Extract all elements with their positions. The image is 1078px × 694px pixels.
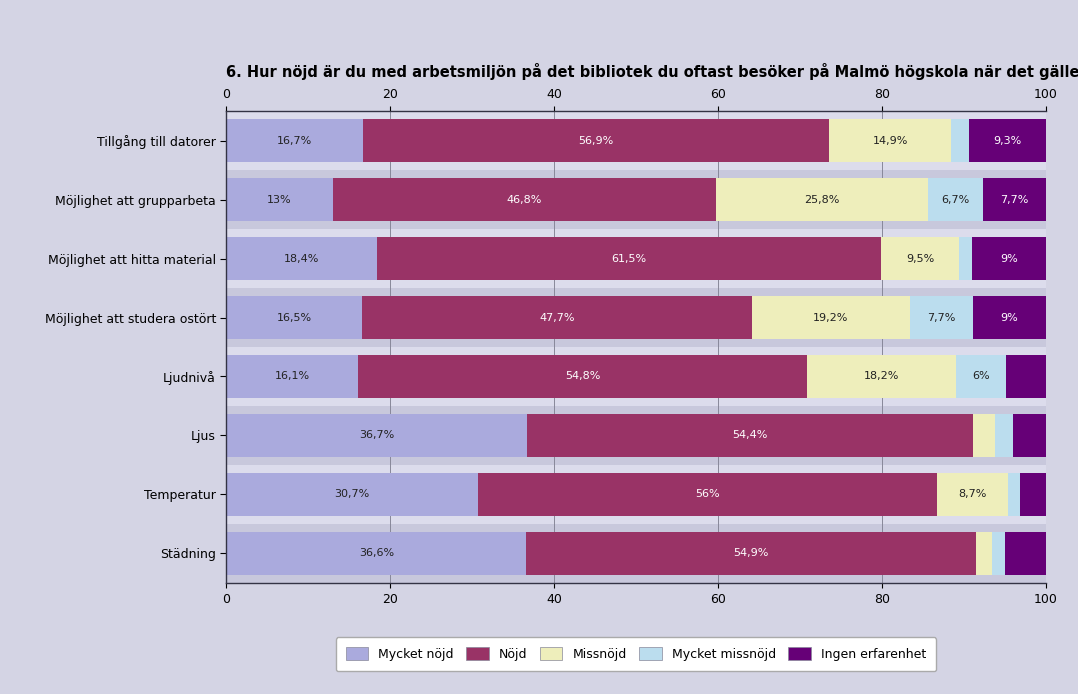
Text: 9,5%: 9,5% bbox=[906, 253, 934, 264]
Text: 54,9%: 54,9% bbox=[733, 548, 769, 559]
Text: 13%: 13% bbox=[267, 194, 292, 205]
Text: 56,9%: 56,9% bbox=[579, 135, 613, 146]
Bar bbox=[358, 355, 807, 398]
Text: 9,3%: 9,3% bbox=[994, 135, 1022, 146]
Text: 7,7%: 7,7% bbox=[1000, 194, 1028, 205]
Bar bbox=[972, 414, 995, 457]
Text: 19,2%: 19,2% bbox=[813, 312, 848, 323]
Text: 36,6%: 36,6% bbox=[359, 548, 393, 559]
Bar bbox=[226, 347, 1046, 406]
Bar bbox=[995, 414, 1013, 457]
Text: 30,7%: 30,7% bbox=[334, 489, 370, 500]
Text: 9%: 9% bbox=[1000, 253, 1018, 264]
Bar bbox=[993, 532, 1005, 575]
Text: 6,7%: 6,7% bbox=[941, 194, 969, 205]
Bar bbox=[226, 524, 1046, 583]
Bar bbox=[363, 119, 829, 162]
Bar bbox=[226, 178, 333, 221]
Bar bbox=[976, 532, 993, 575]
Bar bbox=[1006, 355, 1046, 398]
Bar bbox=[226, 406, 1046, 465]
Bar bbox=[1013, 414, 1046, 457]
Bar bbox=[226, 465, 1046, 524]
Bar bbox=[226, 288, 1046, 347]
Bar bbox=[958, 237, 972, 280]
Bar bbox=[1020, 473, 1046, 516]
Text: 6%: 6% bbox=[972, 371, 990, 382]
Text: 56%: 56% bbox=[695, 489, 720, 500]
Text: 16,7%: 16,7% bbox=[277, 135, 313, 146]
Bar bbox=[952, 119, 969, 162]
Text: 54,4%: 54,4% bbox=[732, 430, 768, 441]
Text: 36,7%: 36,7% bbox=[359, 430, 395, 441]
Bar bbox=[1008, 473, 1020, 516]
Bar bbox=[969, 119, 1046, 162]
Bar bbox=[928, 178, 982, 221]
Bar bbox=[226, 119, 363, 162]
Text: 18,4%: 18,4% bbox=[285, 253, 319, 264]
Text: 16,1%: 16,1% bbox=[275, 371, 309, 382]
Text: 7,7%: 7,7% bbox=[927, 312, 955, 323]
Text: 25,8%: 25,8% bbox=[804, 194, 840, 205]
Text: 18,2%: 18,2% bbox=[865, 371, 899, 382]
Bar bbox=[526, 532, 976, 575]
Bar bbox=[1005, 532, 1046, 575]
Bar bbox=[226, 473, 478, 516]
Legend: Mycket nöjd, Nöjd, Missnöjd, Mycket missnöjd, Ingen erfarenhet: Mycket nöjd, Nöjd, Missnöjd, Mycket miss… bbox=[336, 638, 936, 671]
Text: 6. Hur nöjd är du med arbetsmiljön på det bibliotek du oftast besöker på Malmö h: 6. Hur nöjd är du med arbetsmiljön på de… bbox=[226, 63, 1078, 81]
Text: 8,7%: 8,7% bbox=[958, 489, 986, 500]
Bar bbox=[226, 237, 377, 280]
Text: 47,7%: 47,7% bbox=[539, 312, 575, 323]
Bar bbox=[226, 355, 358, 398]
Bar bbox=[972, 296, 1047, 339]
Bar bbox=[226, 414, 527, 457]
Bar bbox=[807, 355, 956, 398]
Bar bbox=[881, 237, 958, 280]
Text: 16,5%: 16,5% bbox=[276, 312, 312, 323]
Text: 61,5%: 61,5% bbox=[611, 253, 647, 264]
Bar bbox=[829, 119, 952, 162]
Bar bbox=[527, 414, 972, 457]
Bar bbox=[956, 355, 1006, 398]
Text: 9%: 9% bbox=[1000, 312, 1019, 323]
Bar bbox=[982, 178, 1046, 221]
Text: 46,8%: 46,8% bbox=[507, 194, 542, 205]
Bar bbox=[333, 178, 716, 221]
Bar bbox=[716, 178, 928, 221]
Bar bbox=[937, 473, 1008, 516]
Bar bbox=[226, 296, 361, 339]
Bar bbox=[226, 532, 526, 575]
Bar bbox=[377, 237, 881, 280]
Bar bbox=[478, 473, 937, 516]
Bar bbox=[910, 296, 972, 339]
Bar bbox=[226, 229, 1046, 288]
Bar bbox=[361, 296, 752, 339]
Bar bbox=[972, 237, 1046, 280]
Bar bbox=[226, 111, 1046, 170]
Bar bbox=[226, 170, 1046, 229]
Text: 54,8%: 54,8% bbox=[565, 371, 600, 382]
Bar bbox=[752, 296, 910, 339]
Text: 14,9%: 14,9% bbox=[873, 135, 908, 146]
